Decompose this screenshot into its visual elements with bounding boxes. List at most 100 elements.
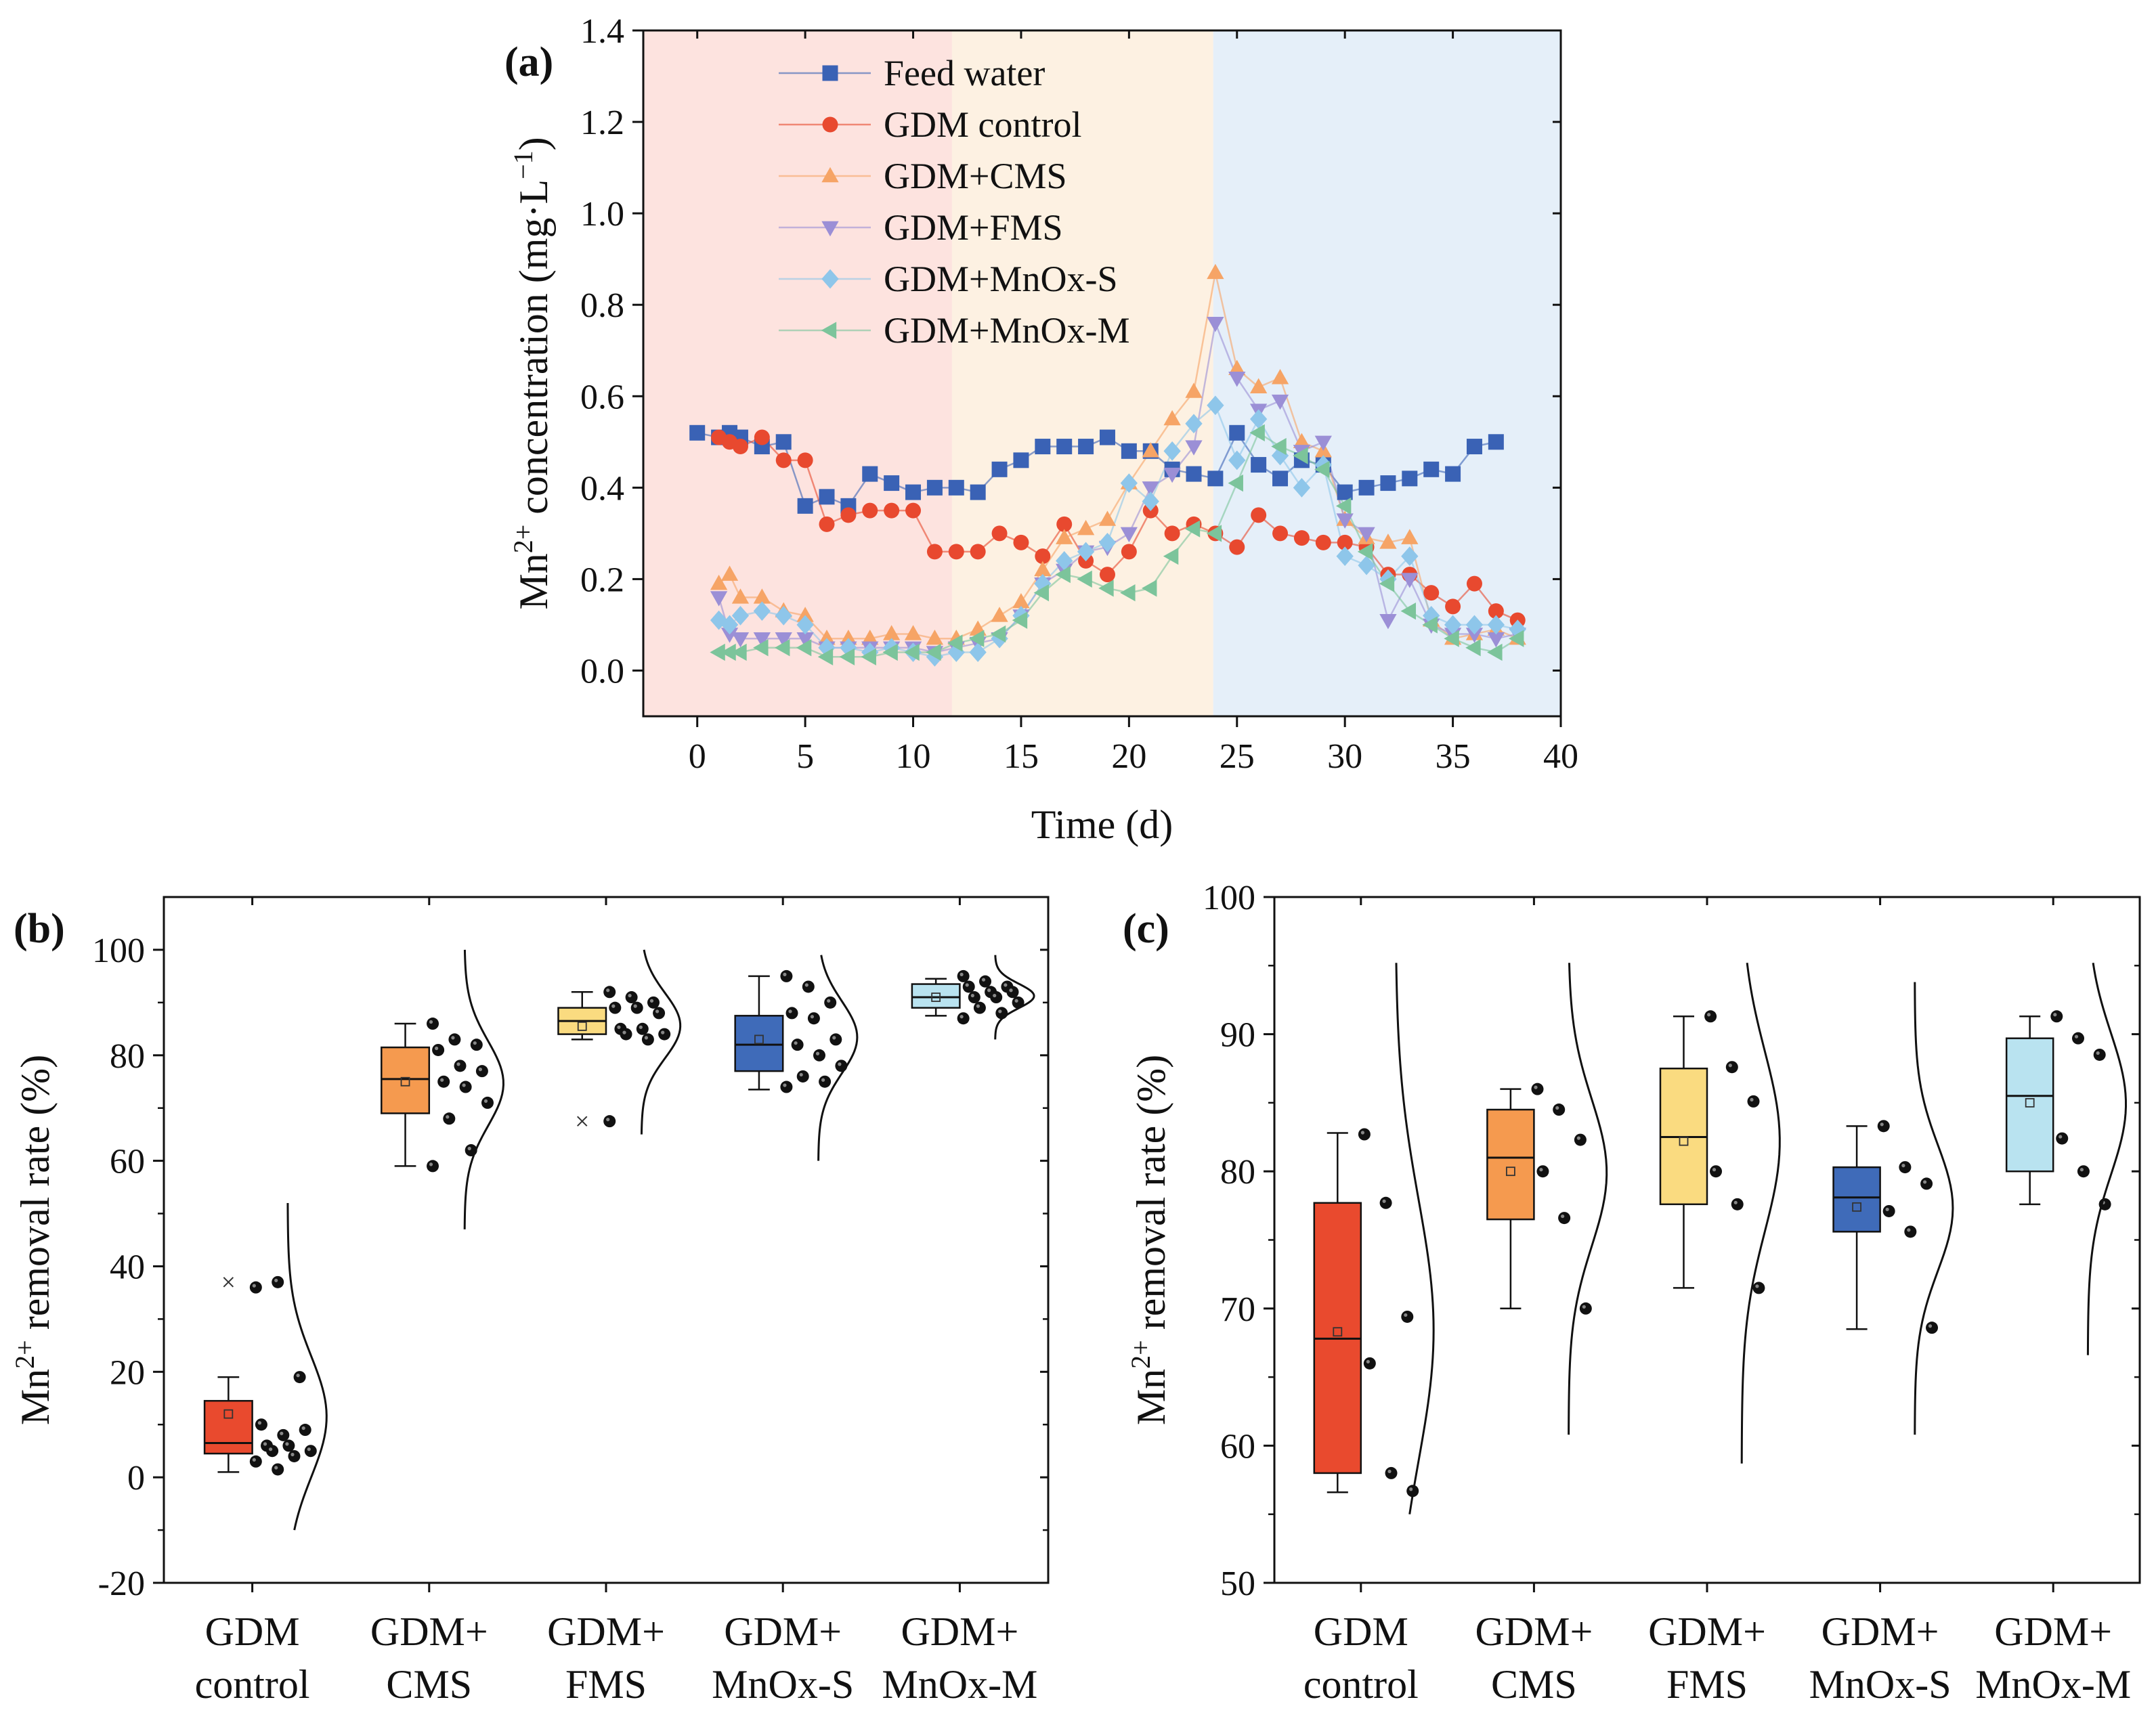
category-label-line2: control [195,1662,310,1707]
data-point [1379,575,1395,592]
data-point [1228,450,1246,471]
data-point [1142,481,1159,497]
plot-frame [1273,896,2141,1584]
data-point [731,588,750,604]
y-tick-label: 80 [110,1037,145,1076]
data-point [1445,466,1461,482]
data-point [427,1018,439,1030]
data-point [437,1075,450,1088]
data-point [824,996,837,1009]
data-point-highlight [783,972,787,976]
box [1832,1166,1881,1233]
data-point [1401,529,1419,544]
category-label-line1: GDM+ [1475,1609,1593,1654]
data-point [1271,445,1289,466]
data-point-highlight [783,1083,787,1087]
data-point-highlight [606,988,610,992]
data-point [1314,435,1332,452]
data-point [1229,424,1245,441]
data-point-highlight [1360,1131,1365,1135]
data-point [990,625,1006,643]
data-point [775,452,792,468]
data-point-highlight [1880,1122,1884,1127]
data-point [1163,441,1181,461]
data-point-highlight [467,1146,471,1151]
data-point-highlight [1901,1164,1905,1168]
data-point [1251,507,1267,523]
data-point [797,452,813,468]
data-point [647,996,660,1009]
ylabel-text: ) [511,137,556,150]
data-point [720,628,739,643]
data-point [710,591,728,607]
legend-marker [821,322,837,339]
data-point [1337,534,1353,550]
data-point [266,1445,279,1458]
y-tick-label: 100 [1203,879,1255,917]
data-point [957,1012,970,1025]
category-label-line2: FMS [1666,1662,1748,1707]
data-point [272,1275,284,1288]
data-point [1006,986,1019,999]
y-axis-title: Mn2+ concentration (mg·L−1) [508,137,557,609]
data-point-highlight [976,1004,980,1008]
data-point [1402,471,1418,487]
y-tick-label: 90 [1220,1016,1255,1055]
data-point [819,516,835,532]
data-point [1055,565,1071,584]
x-axis-title: Time (d) [1031,802,1173,847]
data-point [2093,1048,2106,1061]
data-point [1013,452,1029,468]
data-point [249,1455,262,1468]
data-point-highlight [1576,1136,1581,1140]
data-point-highlight [1004,983,1008,987]
y-tick-label: 0.6 [580,378,624,416]
panel-label: (b) [14,906,65,952]
data-point-highlight [2058,1135,2063,1139]
data-point [862,466,878,482]
data-point [1056,516,1073,532]
data-point-highlight [252,1284,256,1288]
data-point [1271,437,1287,456]
ylabel-text: Mn [511,553,556,609]
data-point-highlight [644,1036,649,1040]
data-point [1035,439,1051,455]
data-point [1163,410,1181,426]
data-point [427,1160,439,1173]
data-point [1078,439,1094,455]
data-point [818,629,836,645]
data-point [1099,429,1115,445]
data-point [1423,585,1440,601]
data-point [603,986,616,999]
data-point [969,642,987,662]
data-point [1228,474,1243,492]
data-point [1098,510,1117,526]
y-tick-label: 60 [1220,1427,1255,1466]
data-point [1926,1322,1939,1334]
data-point [753,639,769,657]
data-point [454,1060,467,1072]
distribution-curve [817,955,859,1161]
phase-band [1213,30,1561,716]
data-point [884,475,900,492]
data-point [288,1449,301,1462]
data-point [653,1007,666,1020]
data-point [1142,492,1159,511]
data-point [1358,527,1375,543]
data-point-highlight [440,1078,444,1082]
data-point [1882,1204,1895,1217]
data-point [459,1080,472,1093]
data-point [1251,457,1267,473]
data-point-highlight [810,1015,815,1019]
data-point-highlight [1014,999,1018,1003]
data-point [2050,1010,2063,1023]
data-point [720,615,739,635]
y-tick-label: 100 [92,932,145,970]
data-point [861,648,876,665]
x-tick-label: 20 [1111,737,1146,776]
data-point [1423,606,1440,626]
data-point-highlight [274,1466,278,1470]
data-point [796,1070,809,1083]
data-point-highlight [998,1009,1002,1013]
ylabel-superscript: −1 [508,150,538,179]
